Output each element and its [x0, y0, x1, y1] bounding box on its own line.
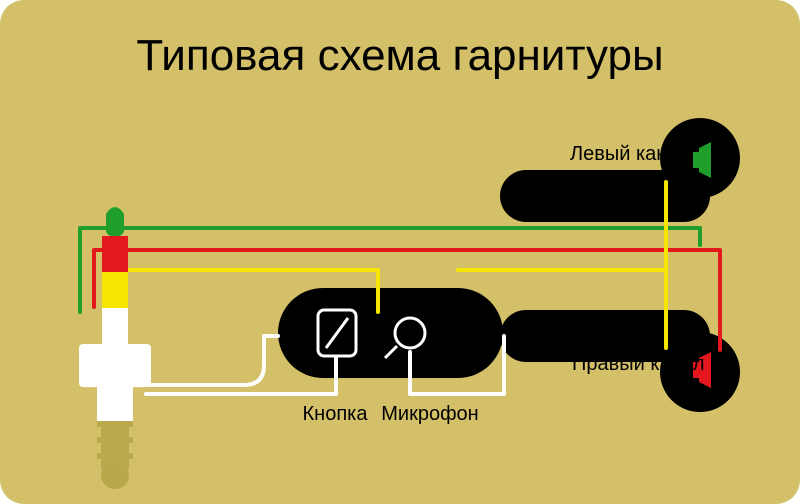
jack-plug-tip	[101, 461, 129, 489]
diagram-card: Типовая схема гарнитуры Левый канал Правый…	[0, 0, 800, 504]
jack-plug-ring	[97, 421, 133, 427]
label-button: Кнопка	[303, 403, 369, 425]
jack-plug-gap	[101, 443, 129, 453]
diagram-svg: Типовая схема гарнитуры Левый канал Правый…	[0, 0, 800, 504]
jack-ring2	[102, 272, 128, 308]
left-earbud-body	[500, 170, 710, 222]
jack-plug-ring	[97, 437, 133, 443]
label-left_channel: Левый канал	[570, 143, 690, 165]
jack-grip	[79, 344, 151, 387]
jack-plug-gap	[101, 427, 129, 437]
jack-sleeve	[102, 308, 128, 344]
jack-ring1	[102, 236, 128, 272]
jack-shaft	[97, 387, 133, 421]
title: Типовая схема гарнитуры	[136, 31, 663, 80]
label-right_channel: Правый канал	[572, 353, 705, 375]
remote-pod	[278, 288, 503, 378]
jack-plug-ring	[97, 453, 133, 459]
label-microphone: Микрофон	[381, 403, 478, 425]
